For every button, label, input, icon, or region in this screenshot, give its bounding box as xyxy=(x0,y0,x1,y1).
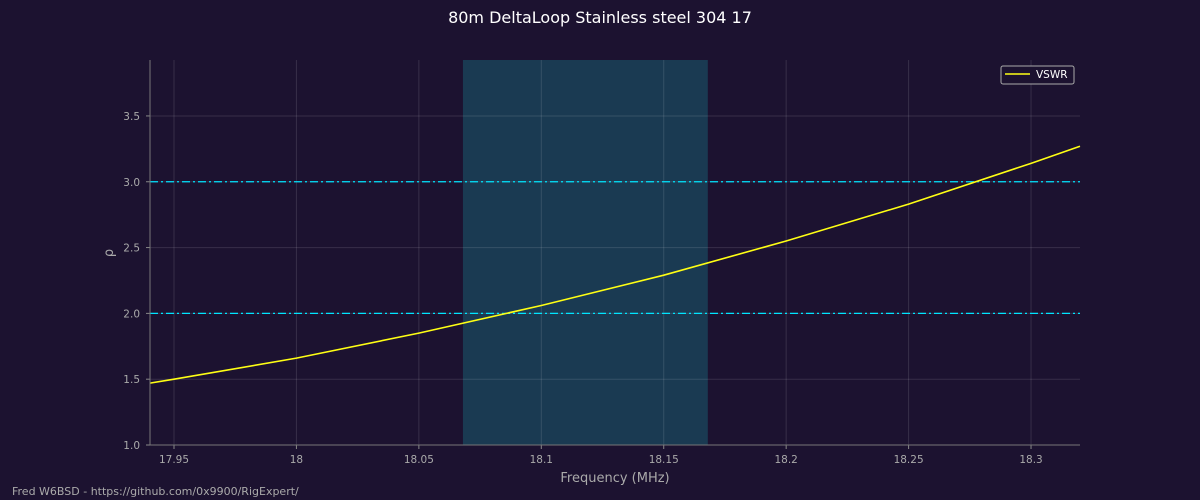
y-tick-label: 1.0 xyxy=(123,440,140,452)
chart-title: 80m DeltaLoop Stainless steel 304 17 xyxy=(448,8,752,27)
x-tick-label: 18.3 xyxy=(1019,454,1042,466)
y-tick-label: 2.5 xyxy=(123,243,140,255)
legend-box xyxy=(1000,65,1075,85)
x-tick-label: 18 xyxy=(290,454,303,466)
x-tick-label: 18.1 xyxy=(530,454,553,466)
x-tick-label: 18.2 xyxy=(774,454,797,466)
x-axis-label: Frequency (MHz) xyxy=(560,471,669,486)
highlight-band xyxy=(462,60,708,445)
y-tick-label: 3.0 xyxy=(123,177,140,189)
y-tick-label: 2.0 xyxy=(123,308,140,320)
x-tick-label: 18.05 xyxy=(404,454,434,466)
y-axis-label: ρ xyxy=(102,249,117,257)
x-tick-label: 18.15 xyxy=(649,454,679,466)
legend-label: VSWR xyxy=(1036,69,1068,81)
footer-credit: Fred W6BSD - https://github.com/0x9900/R… xyxy=(12,485,299,498)
x-tick-label: 17.95 xyxy=(159,454,189,466)
y-tick-label: 1.5 xyxy=(123,374,140,386)
vswr-line xyxy=(149,145,1081,384)
y-tick-label: 3.5 xyxy=(123,111,140,123)
x-tick-label: 18.25 xyxy=(894,454,924,466)
